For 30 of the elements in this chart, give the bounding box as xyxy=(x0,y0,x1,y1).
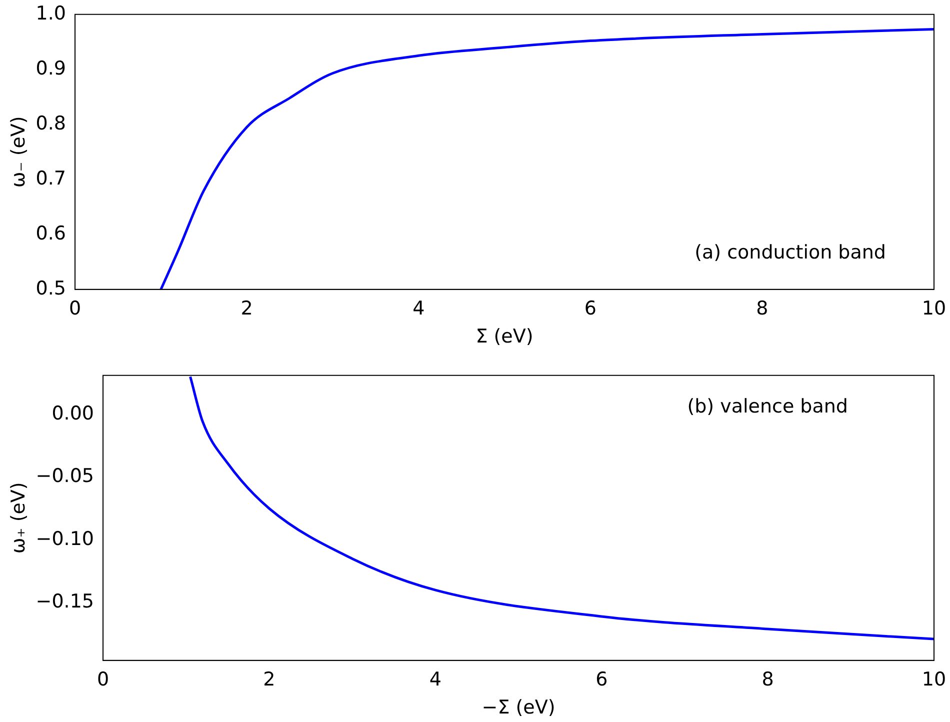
y-tick-label: −0.15 xyxy=(36,590,94,613)
y-tick-label: 0.00 xyxy=(52,402,94,424)
line-series xyxy=(189,375,934,640)
x-tick-label: 0 xyxy=(96,668,110,691)
x-tick-label: 4 xyxy=(412,298,425,320)
y-axis-title: ω₊ (eV) xyxy=(7,482,30,554)
x-tick-label: 0 xyxy=(68,298,82,320)
annotation: (b) valence band xyxy=(687,395,848,418)
y-tick-label: −0.10 xyxy=(36,528,94,550)
x-tick-label: 4 xyxy=(429,668,442,691)
y-tick-label: −0.05 xyxy=(36,465,94,488)
x-tick-label: 10 xyxy=(922,298,946,320)
x-tick-label: 6 xyxy=(596,668,608,691)
y-tick-label: 0.6 xyxy=(36,222,66,244)
x-tick-label: 10 xyxy=(922,668,946,691)
x-tick-label: 2 xyxy=(240,298,253,320)
x-axis-title: −Σ (eV) xyxy=(482,696,556,719)
annotation: (a) conduction band xyxy=(694,241,886,264)
y-tick-label: 0.7 xyxy=(36,167,66,190)
y-axis-title: ω₋ (eV) xyxy=(7,116,30,188)
x-tick-label: 2 xyxy=(263,668,276,691)
line-series xyxy=(160,28,934,290)
x-axis-title: Σ (eV) xyxy=(476,326,534,348)
x-tick-label: 8 xyxy=(762,668,774,691)
x-tick-label: 8 xyxy=(756,298,768,320)
y-tick-label: 0.5 xyxy=(36,277,66,300)
y-tick-label: 0.9 xyxy=(36,57,66,80)
y-tick-label: 1.0 xyxy=(36,2,66,24)
x-tick-label: 6 xyxy=(584,298,596,320)
y-tick-label: 0.8 xyxy=(36,112,66,134)
